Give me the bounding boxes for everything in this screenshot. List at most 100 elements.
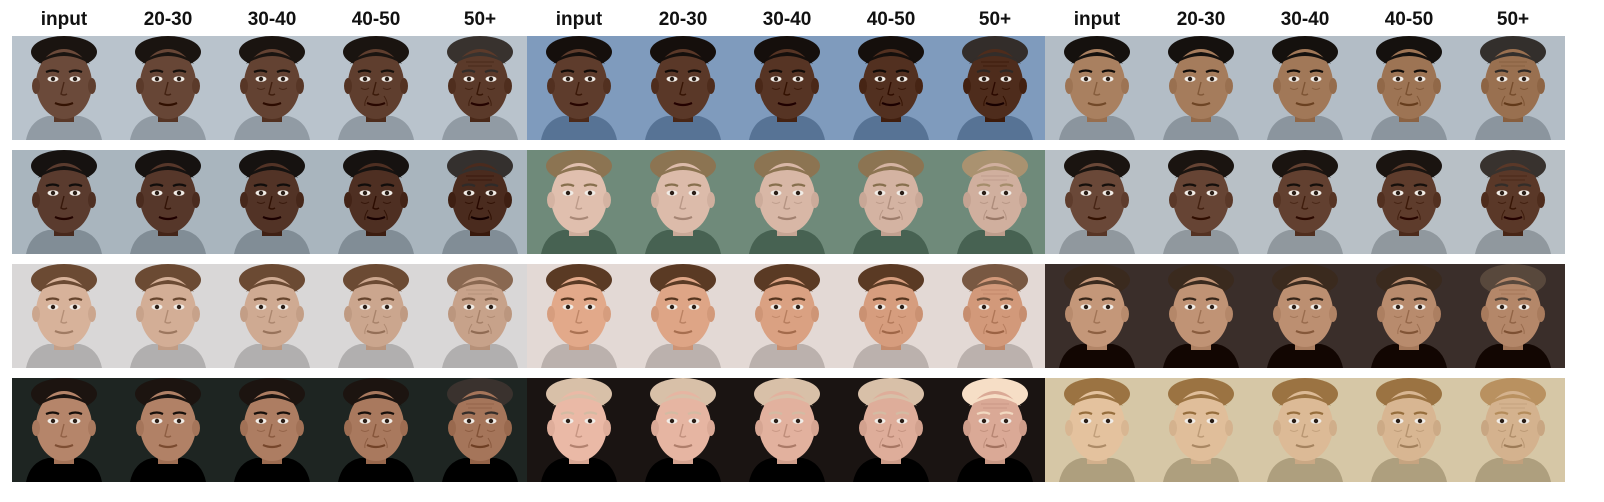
shoulders [749,344,825,368]
face-image-age-50plus [1461,150,1565,254]
smile-lines [879,209,903,221]
nose [783,195,791,210]
mouth [54,443,74,449]
left-eyebrow [45,411,60,416]
shoulders [1059,116,1135,140]
left-pupil [1499,190,1505,196]
nose [991,81,999,96]
right-eyebrow [172,411,187,416]
left-eyebrow [461,411,476,416]
column-label-20-30: 20-30 [658,9,708,30]
nose [1093,81,1101,96]
nose [268,81,276,96]
face-image-age-20-30 [1149,378,1253,482]
mouth [262,329,282,335]
right-pupil [1105,76,1111,82]
right-ear [1225,306,1233,322]
face-image-age-30-40 [220,378,324,482]
right-ear [1121,192,1129,208]
under-eye-lines [979,429,1011,432]
mouth [777,329,797,335]
shoulders [749,230,825,254]
smile-lines [1501,437,1525,449]
right-ear [1433,78,1441,94]
right-ear [1537,420,1545,436]
nose [887,423,895,438]
face-image-age-20-30 [631,378,735,482]
mouth [262,215,282,221]
under-eye-lines [771,201,803,204]
left-pupil [669,76,675,82]
right-eyebrow [895,411,910,416]
left-pupil [1499,76,1505,82]
nose [1509,309,1517,324]
left-eyebrow [768,411,783,416]
smile-lines [879,437,903,449]
left-eyebrow [253,411,268,416]
right-ear [811,420,819,436]
right-pupil [1417,418,1423,424]
right-eyebrow [1101,297,1116,302]
mouth [1087,215,1107,221]
shoulders [26,116,102,140]
shoulders [1267,230,1343,254]
hairline [454,52,506,64]
left-eyebrow [664,183,679,188]
left-pupil [565,190,571,196]
right-eyebrow [1517,69,1532,74]
shoulders [130,458,206,482]
right-pupil [899,304,905,310]
mouth [1191,101,1211,107]
right-pupil [899,76,905,82]
mouth [1087,101,1107,107]
right-pupil [72,76,78,82]
under-eye-lines [360,201,392,204]
left-eyebrow [1286,411,1301,416]
hairline [246,166,298,178]
column-label-input: input [1073,9,1121,30]
face-image-age-50plus [428,264,532,368]
right-eyebrow [1413,411,1428,416]
left-ear [547,420,555,436]
right-pupil [280,76,286,82]
face-image-age-20-30 [116,264,220,368]
mouth [1087,443,1107,449]
hairline [865,52,917,64]
shoulders [234,344,310,368]
right-pupil [587,76,593,82]
left-pupil [877,418,883,424]
left-eyebrow [357,297,372,302]
left-eyebrow [1182,297,1197,302]
hairline [761,280,813,292]
forehead-wrinkles [981,403,1009,409]
hairline [1487,394,1539,406]
under-eye-lines [360,87,392,90]
left-ear [1377,306,1385,322]
left-eyebrow [560,411,575,416]
right-ear [1537,306,1545,322]
nose [679,81,687,96]
hairline [350,394,402,406]
left-pupil [981,76,987,82]
right-eyebrow [1413,69,1428,74]
face-image-age-40-50 [324,264,428,368]
shoulders [957,116,1033,140]
right-pupil [1003,76,1009,82]
hairline [1279,394,1331,406]
right-pupil [691,418,697,424]
left-pupil [466,418,472,424]
under-eye-lines [1393,201,1425,204]
left-ear [344,420,352,436]
right-pupil [1105,190,1111,196]
under-eye-lines [875,87,907,90]
nose [164,423,172,438]
face-row [1045,264,1565,368]
shoulders [1059,458,1135,482]
under-eye-lines [256,87,288,90]
left-eyebrow [1286,69,1301,74]
mouth [366,329,386,335]
left-eyebrow [253,183,268,188]
shoulders [1059,230,1135,254]
column-label-20-30: 20-30 [143,9,193,30]
left-ear [448,192,456,208]
